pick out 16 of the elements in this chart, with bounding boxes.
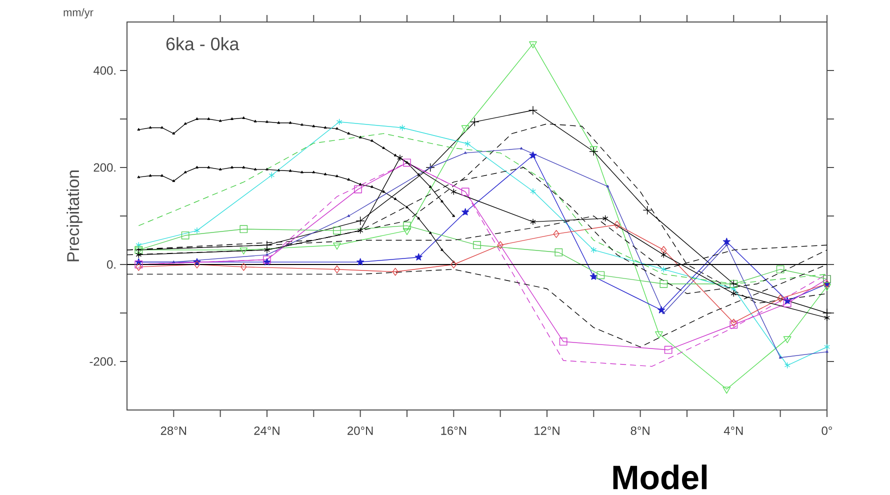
x-tick-label: 8°N [630,426,650,435]
x-tick-label: 16°N [441,426,466,435]
y-tick-label: -200. [90,357,116,366]
x-tick-label: 28°N [160,426,186,435]
x-tick-label: 20°N [348,426,373,435]
text: 6ka - 0ka [166,37,240,50]
y-tick-label: 0. [106,260,116,269]
y-tick-label: 200. [94,163,116,172]
x-tick-label: 12°N [534,426,560,435]
x-tick-label: 4°N [724,426,743,435]
x-tick-label: 24°N [254,426,280,435]
y-tick-label: 400. [94,66,116,75]
y-axis-title: Precipitation [66,170,82,262]
text: Model [613,464,707,490]
text: mm/yr [64,8,94,18]
x-tick-label: 0° [822,426,832,435]
